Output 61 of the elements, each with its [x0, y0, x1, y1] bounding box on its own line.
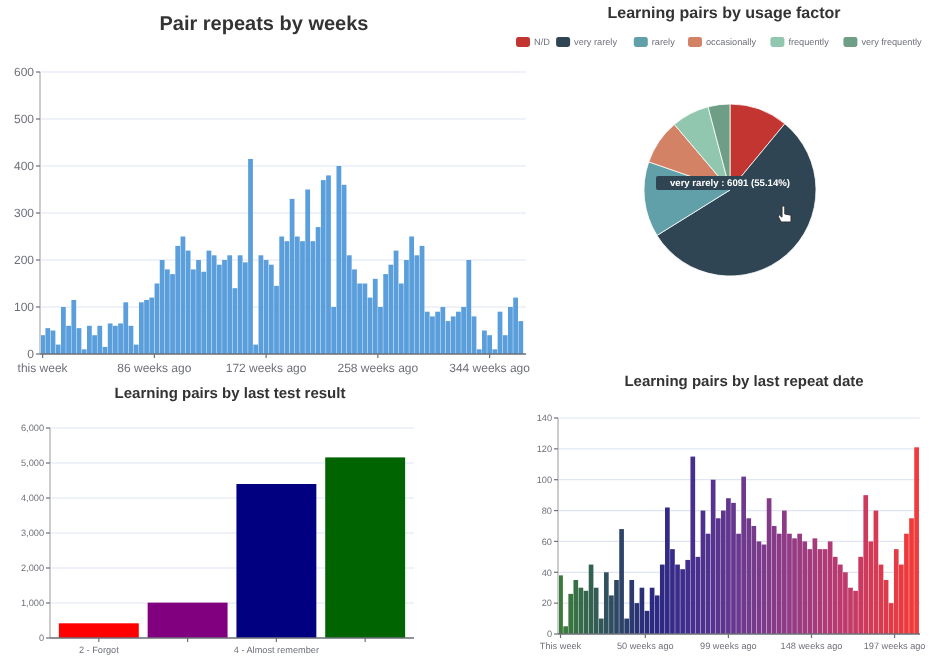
bar: [629, 580, 635, 634]
bar: [196, 260, 201, 354]
bar: [435, 311, 441, 354]
bar: [97, 325, 103, 354]
bar: [362, 283, 368, 354]
chart-title: Learning pairs by usage factor: [607, 4, 841, 22]
bar: [440, 307, 446, 354]
bar: [450, 316, 456, 354]
bar: [268, 264, 274, 354]
bar: [863, 495, 869, 634]
bar: [430, 316, 435, 354]
bar: [123, 302, 129, 354]
bar: [603, 572, 609, 634]
bar: [726, 498, 731, 634]
bar: [487, 335, 493, 354]
bar: [236, 484, 317, 638]
bar: [690, 456, 696, 634]
bar: [61, 307, 66, 354]
bar: [619, 529, 624, 634]
bar: [71, 299, 77, 354]
bar: [58, 623, 139, 638]
bar: [336, 166, 342, 354]
bar: [107, 323, 113, 354]
bar: [751, 526, 757, 634]
bar: [144, 299, 149, 354]
bar: [147, 602, 228, 638]
bar: [782, 510, 787, 634]
bar: [797, 533, 802, 634]
bar: [665, 507, 670, 634]
bar: [248, 158, 253, 354]
bar: [573, 580, 579, 634]
bar: [792, 538, 797, 634]
bar: [893, 549, 899, 634]
bar: [237, 255, 243, 354]
bar: [305, 189, 311, 354]
bar: [741, 476, 746, 634]
bar: [482, 330, 487, 354]
chart-title: Pair repeats by weeks: [159, 14, 370, 36]
bar: [837, 564, 843, 634]
bar: [86, 325, 92, 354]
bar: [211, 255, 217, 354]
bar: [279, 236, 285, 354]
bar: [914, 447, 919, 634]
bar: [45, 328, 51, 354]
bar: [802, 541, 808, 634]
bar: [325, 457, 406, 638]
bar: [843, 572, 848, 634]
bar: [320, 180, 326, 354]
bar: [731, 502, 736, 634]
bar: [456, 311, 461, 354]
bar: [222, 260, 227, 354]
bar: [409, 236, 415, 354]
bar: [372, 278, 378, 354]
bar: [138, 302, 144, 354]
bar: [159, 260, 165, 354]
bar: [112, 325, 118, 354]
bar: [326, 175, 331, 354]
bar: [466, 260, 472, 354]
bar: [227, 255, 233, 354]
bar: [175, 245, 181, 354]
bar: [513, 297, 518, 354]
